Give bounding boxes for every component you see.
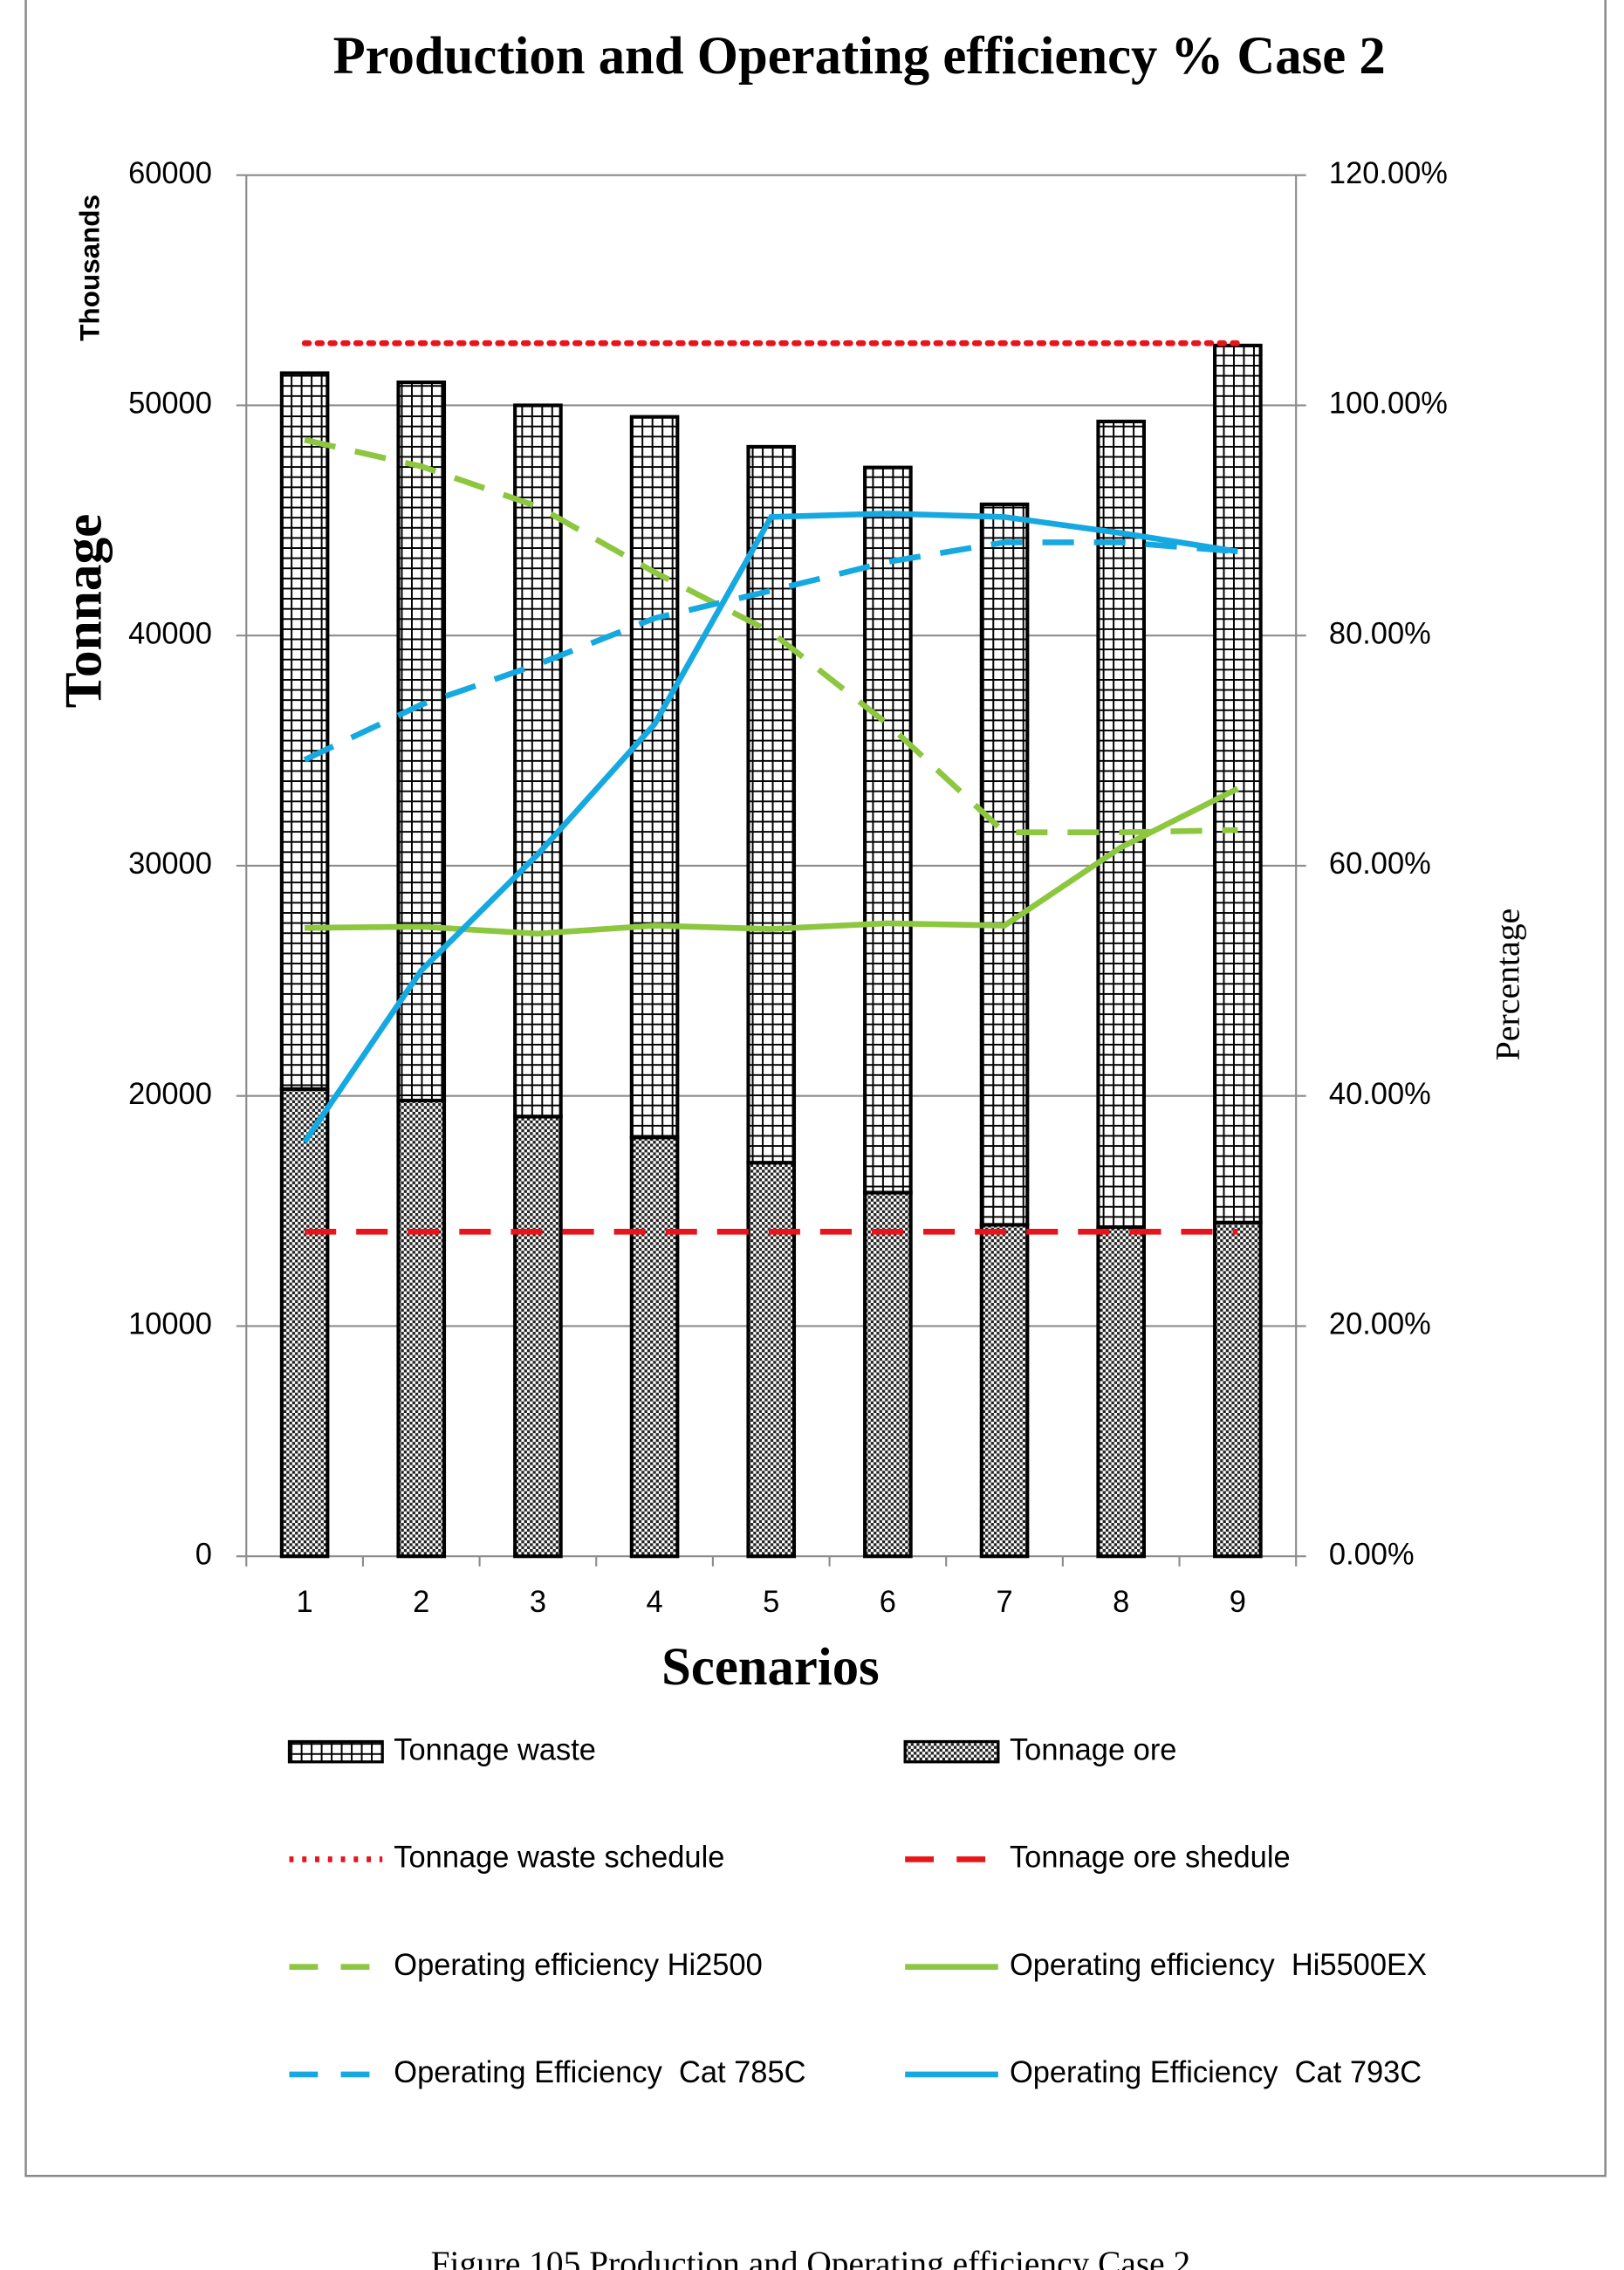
y2-tick-label: 80.00% (1329, 617, 1431, 650)
y2-tick-label: 60.00% (1329, 847, 1431, 881)
y2-tick-label: 120.00% (1329, 157, 1448, 190)
y-tick-label: 60000 (128, 157, 212, 190)
line-series (303, 539, 1238, 763)
x-tick-label: 1 (297, 1586, 313, 1619)
x-tick-label: 7 (996, 1586, 1012, 1619)
legend-label: Operating Efficiency Cat 793C (1010, 2056, 1422, 2089)
caption: Figure 105 Production and Operating effi… (431, 2245, 1191, 2270)
bar (746, 444, 797, 1165)
y-unit-label: Thousands (74, 195, 105, 341)
y-tick-label: 30000 (128, 847, 212, 881)
legend-label: Tonnage waste schedule (394, 1841, 724, 1874)
x-tick-label: 6 (880, 1586, 896, 1619)
bar (979, 1223, 1030, 1559)
legend-label: Tonnage ore shedule (1010, 1841, 1291, 1874)
legend-label: Tonnage ore (1010, 1733, 1176, 1766)
legend-label: Operating Efficiency Cat 785C (394, 2056, 805, 2089)
bar (863, 1190, 913, 1559)
y2-tick-label: 100.00% (1329, 387, 1448, 421)
bar (863, 465, 913, 1195)
y-axis-title: Tonnage (55, 514, 113, 709)
x-tick-label: 3 (530, 1586, 546, 1619)
legend-label: Operating efficiency Hi5500EX (1010, 1949, 1427, 1982)
bar (629, 1135, 680, 1559)
x-tick-label: 9 (1230, 1586, 1246, 1619)
bar (396, 381, 447, 1103)
bar (979, 502, 1030, 1227)
y2-tick-label: 20.00% (1329, 1308, 1431, 1341)
legend-label: Operating efficiency Hi2500 (394, 1949, 762, 1982)
bar (1096, 1224, 1147, 1559)
bar (1213, 1220, 1263, 1559)
y-tick-label: 0 (195, 1538, 212, 1571)
y-tick-label: 40000 (128, 617, 212, 650)
y2-tick-label: 40.00% (1329, 1078, 1431, 1111)
x-axis-title: Scenarios (661, 1638, 880, 1697)
bar (1096, 419, 1147, 1230)
frame (24, 0, 1607, 2177)
bar (513, 1114, 563, 1559)
bar (629, 415, 680, 1140)
bar (279, 1087, 330, 1559)
legend-swatch (287, 1739, 384, 1764)
bar (513, 403, 563, 1119)
x-tick-label: 4 (646, 1586, 662, 1619)
y-tick-label: 10000 (128, 1308, 212, 1341)
bar (1213, 343, 1263, 1224)
legend-swatch (903, 1739, 1000, 1764)
x-tick-label: 2 (413, 1586, 429, 1619)
y-tick-label: 50000 (128, 387, 212, 421)
bar (746, 1161, 797, 1559)
chart-title: Production and Operating efficiency % Ca… (333, 26, 1386, 85)
x-tick-label: 5 (763, 1586, 779, 1619)
bar (279, 371, 330, 1091)
legend-label: Tonnage waste (394, 1733, 596, 1766)
line-series (304, 436, 1238, 836)
y2-axis-title: Percentage (1489, 909, 1527, 1061)
y-tick-label: 20000 (128, 1078, 212, 1111)
line-series (302, 511, 1238, 1144)
bar (396, 1098, 447, 1559)
y2-tick-label: 0.00% (1329, 1538, 1415, 1571)
x-tick-label: 8 (1113, 1586, 1129, 1619)
